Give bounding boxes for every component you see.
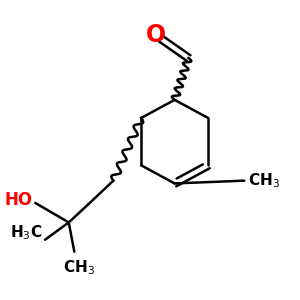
Text: HO: HO <box>4 191 32 209</box>
Text: O: O <box>146 23 166 47</box>
Text: CH$_3$: CH$_3$ <box>248 171 280 190</box>
Text: H$_3$C: H$_3$C <box>10 224 42 242</box>
Text: CH$_3$: CH$_3$ <box>62 259 94 278</box>
